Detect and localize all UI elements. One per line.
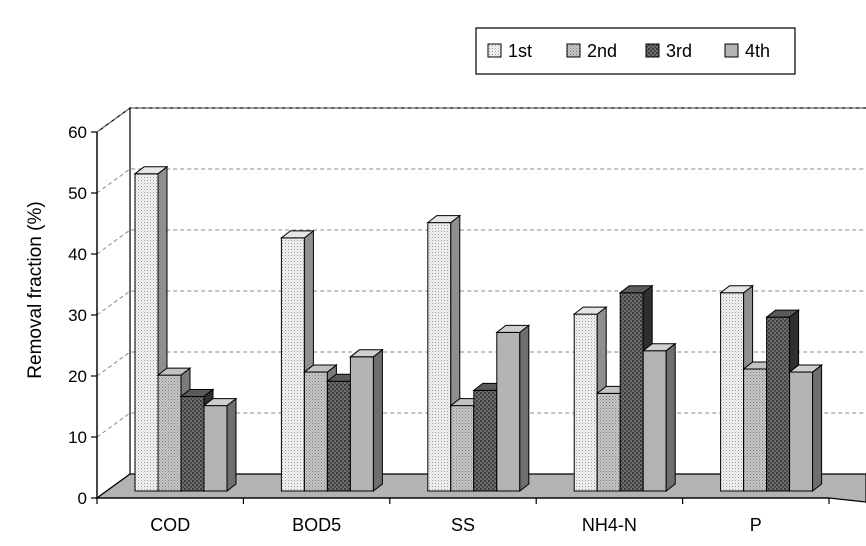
bar-top [426,215,462,224]
legend-label: 4th [745,41,770,61]
bar-side [372,348,383,493]
legend-swatch [724,43,739,58]
bar-front [157,374,182,492]
legend-label: 1st [508,41,532,61]
bar-front [573,313,598,492]
bar-top [348,349,384,358]
bar-top [719,285,755,294]
bar-front [134,173,159,492]
y-tick-label: 60 [68,123,87,142]
y-tick-label: 20 [68,367,87,386]
axes [91,131,830,504]
bar [641,342,677,493]
bar-top [618,285,654,294]
bar-top [202,398,238,407]
bar-top [641,343,677,352]
bar-top [279,230,315,239]
bar-front [766,316,791,492]
left-wall [96,106,131,500]
y-tick-label: 50 [68,184,87,203]
bar-front [326,380,351,492]
legend-box [475,27,796,75]
bar-front [349,356,374,492]
gridline [96,229,866,255]
x-tick-label: P [750,515,762,535]
x-tick-label: BOD5 [292,515,341,535]
bars [133,165,824,493]
bar-front [450,405,475,492]
bar [495,324,531,493]
bar-front [473,389,498,492]
bar [202,397,238,493]
legend-label: 3rd [666,41,692,61]
y-tick-label: 30 [68,306,87,325]
bar-front [303,371,328,492]
y-tick-label: 40 [68,245,87,264]
bar-side [812,364,823,493]
bar-side [519,324,530,493]
bar-top [765,309,801,318]
bar [788,364,824,493]
bar-top [156,367,192,376]
bar-top [133,166,169,175]
bar-top [179,388,215,397]
gridline [96,168,866,194]
bar-front [203,405,228,492]
x-tick-label: COD [150,515,190,535]
bar [348,348,384,493]
x-tick-label: NH4-N [582,515,637,535]
bar-front [180,395,205,492]
bar-front [280,237,305,492]
y-tick-label: 10 [68,428,87,447]
bar-side [665,342,676,493]
y-axis-label: Removal fraction (%) [25,201,46,378]
bar-front [642,350,667,492]
x-tick-label: SS [451,515,475,535]
bar-front [596,392,621,492]
legend-swatch [487,43,502,58]
bar-front [427,222,452,492]
bar-top [495,324,531,333]
bar-side [226,397,237,493]
legend: 1st 2nd 3rd 4th [475,27,796,75]
legend-label: 2nd [587,41,617,61]
bar-front [743,368,768,492]
y-tick-labels: 0 10 20 30 40 50 60 [68,123,87,508]
gridline [96,107,866,133]
bar-front [496,331,521,492]
bar-front [789,371,814,492]
x-tick-labels: COD BOD5 SS NH4-N P [150,515,762,535]
bar-top [572,306,608,315]
bar-top [788,364,824,373]
y-tick-label: 0 [78,489,87,508]
legend-swatch [566,43,581,58]
bar-top [302,364,338,373]
legend-swatch [645,43,660,58]
bar-front [720,292,745,492]
bar-front [619,292,644,492]
